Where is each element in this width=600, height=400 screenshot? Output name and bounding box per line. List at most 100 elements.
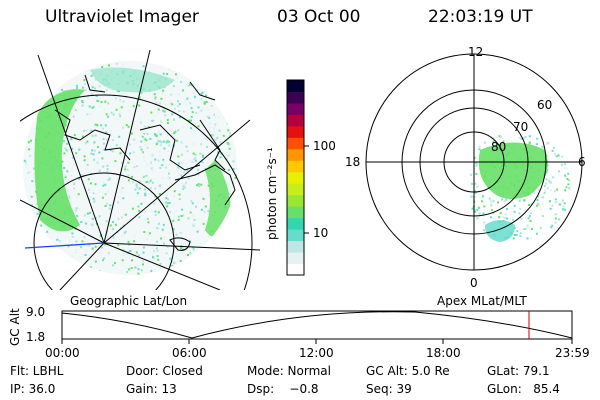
image-pixel — [535, 143, 538, 146]
image-pixel — [129, 250, 132, 252]
image-pixel — [171, 103, 174, 106]
image-pixel — [535, 232, 538, 235]
image-pixel — [96, 99, 99, 102]
image-pixel — [161, 91, 164, 94]
image-pixel — [193, 218, 196, 221]
altitude-ylabel: GC Alt — [8, 308, 22, 346]
image-pixel — [100, 101, 103, 103]
image-pixel — [181, 246, 184, 249]
image-pixel — [91, 82, 94, 85]
image-pixel — [541, 202, 544, 205]
image-pixel — [84, 254, 87, 256]
image-pixel — [66, 149, 69, 152]
image-pixel — [182, 110, 185, 113]
image-pixel — [25, 163, 28, 166]
image-pixel — [563, 208, 566, 211]
image-pixel — [63, 152, 66, 155]
image-pixel — [561, 163, 564, 166]
image-pixel — [158, 193, 161, 195]
image-pixel — [537, 195, 540, 198]
image-pixel — [552, 176, 555, 179]
image-pixel — [165, 141, 168, 144]
image-pixel — [143, 175, 146, 178]
image-pixel — [106, 170, 109, 173]
image-pixel — [177, 155, 180, 158]
image-pixel — [107, 115, 110, 118]
image-pixel — [506, 217, 509, 220]
image-pixel — [154, 195, 157, 198]
image-pixel — [66, 170, 69, 173]
image-pixel — [29, 154, 32, 157]
image-pixel — [75, 207, 78, 210]
image-pixel — [73, 244, 76, 247]
image-pixel — [218, 129, 221, 132]
image-pixel — [86, 212, 89, 215]
image-pixel — [562, 208, 564, 211]
image-pixel — [549, 207, 552, 210]
image-pixel — [94, 200, 97, 203]
image-pixel — [102, 138, 105, 140]
image-pixel — [564, 174, 566, 177]
image-pixel — [178, 166, 180, 169]
image-pixel — [156, 142, 159, 145]
polar-plot-label: Apex MLat/MLT — [437, 294, 527, 308]
image-pixel — [178, 193, 181, 196]
image-pixel — [173, 250, 176, 253]
image-pixel — [83, 236, 86, 239]
image-pixel — [200, 183, 203, 186]
image-pixel — [110, 111, 113, 114]
image-pixel — [505, 207, 508, 210]
image-pixel — [192, 224, 195, 227]
image-pixel — [232, 168, 235, 170]
image-pixel — [104, 124, 107, 127]
image-pixel — [98, 151, 101, 154]
image-pixel — [142, 263, 144, 266]
colorbar-segment — [287, 160, 304, 173]
image-pixel — [93, 141, 96, 144]
image-pixel — [203, 211, 206, 214]
image-pixel — [122, 126, 124, 129]
image-pixel — [91, 247, 94, 250]
image-pixel — [96, 124, 99, 127]
image-pixel — [181, 252, 184, 254]
info-gain: Gain: 13 — [126, 382, 177, 396]
image-pixel — [91, 93, 94, 96]
colorbar-segment — [287, 137, 304, 150]
image-pixel — [121, 191, 124, 194]
image-pixel — [530, 212, 532, 214]
image-pixel — [192, 152, 195, 155]
image-pixel — [109, 149, 112, 151]
image-pixel — [77, 193, 80, 196]
image-pixel — [114, 223, 117, 226]
image-pixel — [157, 258, 160, 261]
image-pixel — [95, 217, 98, 219]
image-pixel — [27, 141, 30, 144]
image-pixel — [149, 137, 152, 140]
image-pixel — [519, 136, 522, 139]
image-pixel — [182, 185, 185, 188]
image-pixel — [497, 201, 500, 204]
image-pixel — [128, 109, 131, 112]
image-pixel — [169, 211, 172, 213]
image-pixel — [93, 158, 96, 161]
image-pixel — [114, 160, 117, 163]
image-pixel — [554, 217, 557, 220]
image-pixel — [166, 122, 169, 124]
image-pixel — [28, 148, 31, 151]
image-pixel — [169, 257, 172, 260]
image-pixel — [179, 116, 181, 119]
image-pixel — [148, 232, 151, 235]
image-pixel — [105, 220, 108, 223]
image-pixel — [538, 188, 540, 191]
image-pixel — [206, 124, 209, 127]
image-pixel — [165, 163, 168, 166]
image-pixel — [72, 115, 75, 118]
image-pixel — [523, 199, 526, 202]
image-pixel — [157, 222, 160, 225]
image-pixel — [31, 180, 34, 183]
image-pixel — [137, 205, 140, 208]
image-pixel — [490, 209, 493, 212]
image-pixel — [527, 217, 530, 220]
image-pixel — [178, 198, 181, 201]
